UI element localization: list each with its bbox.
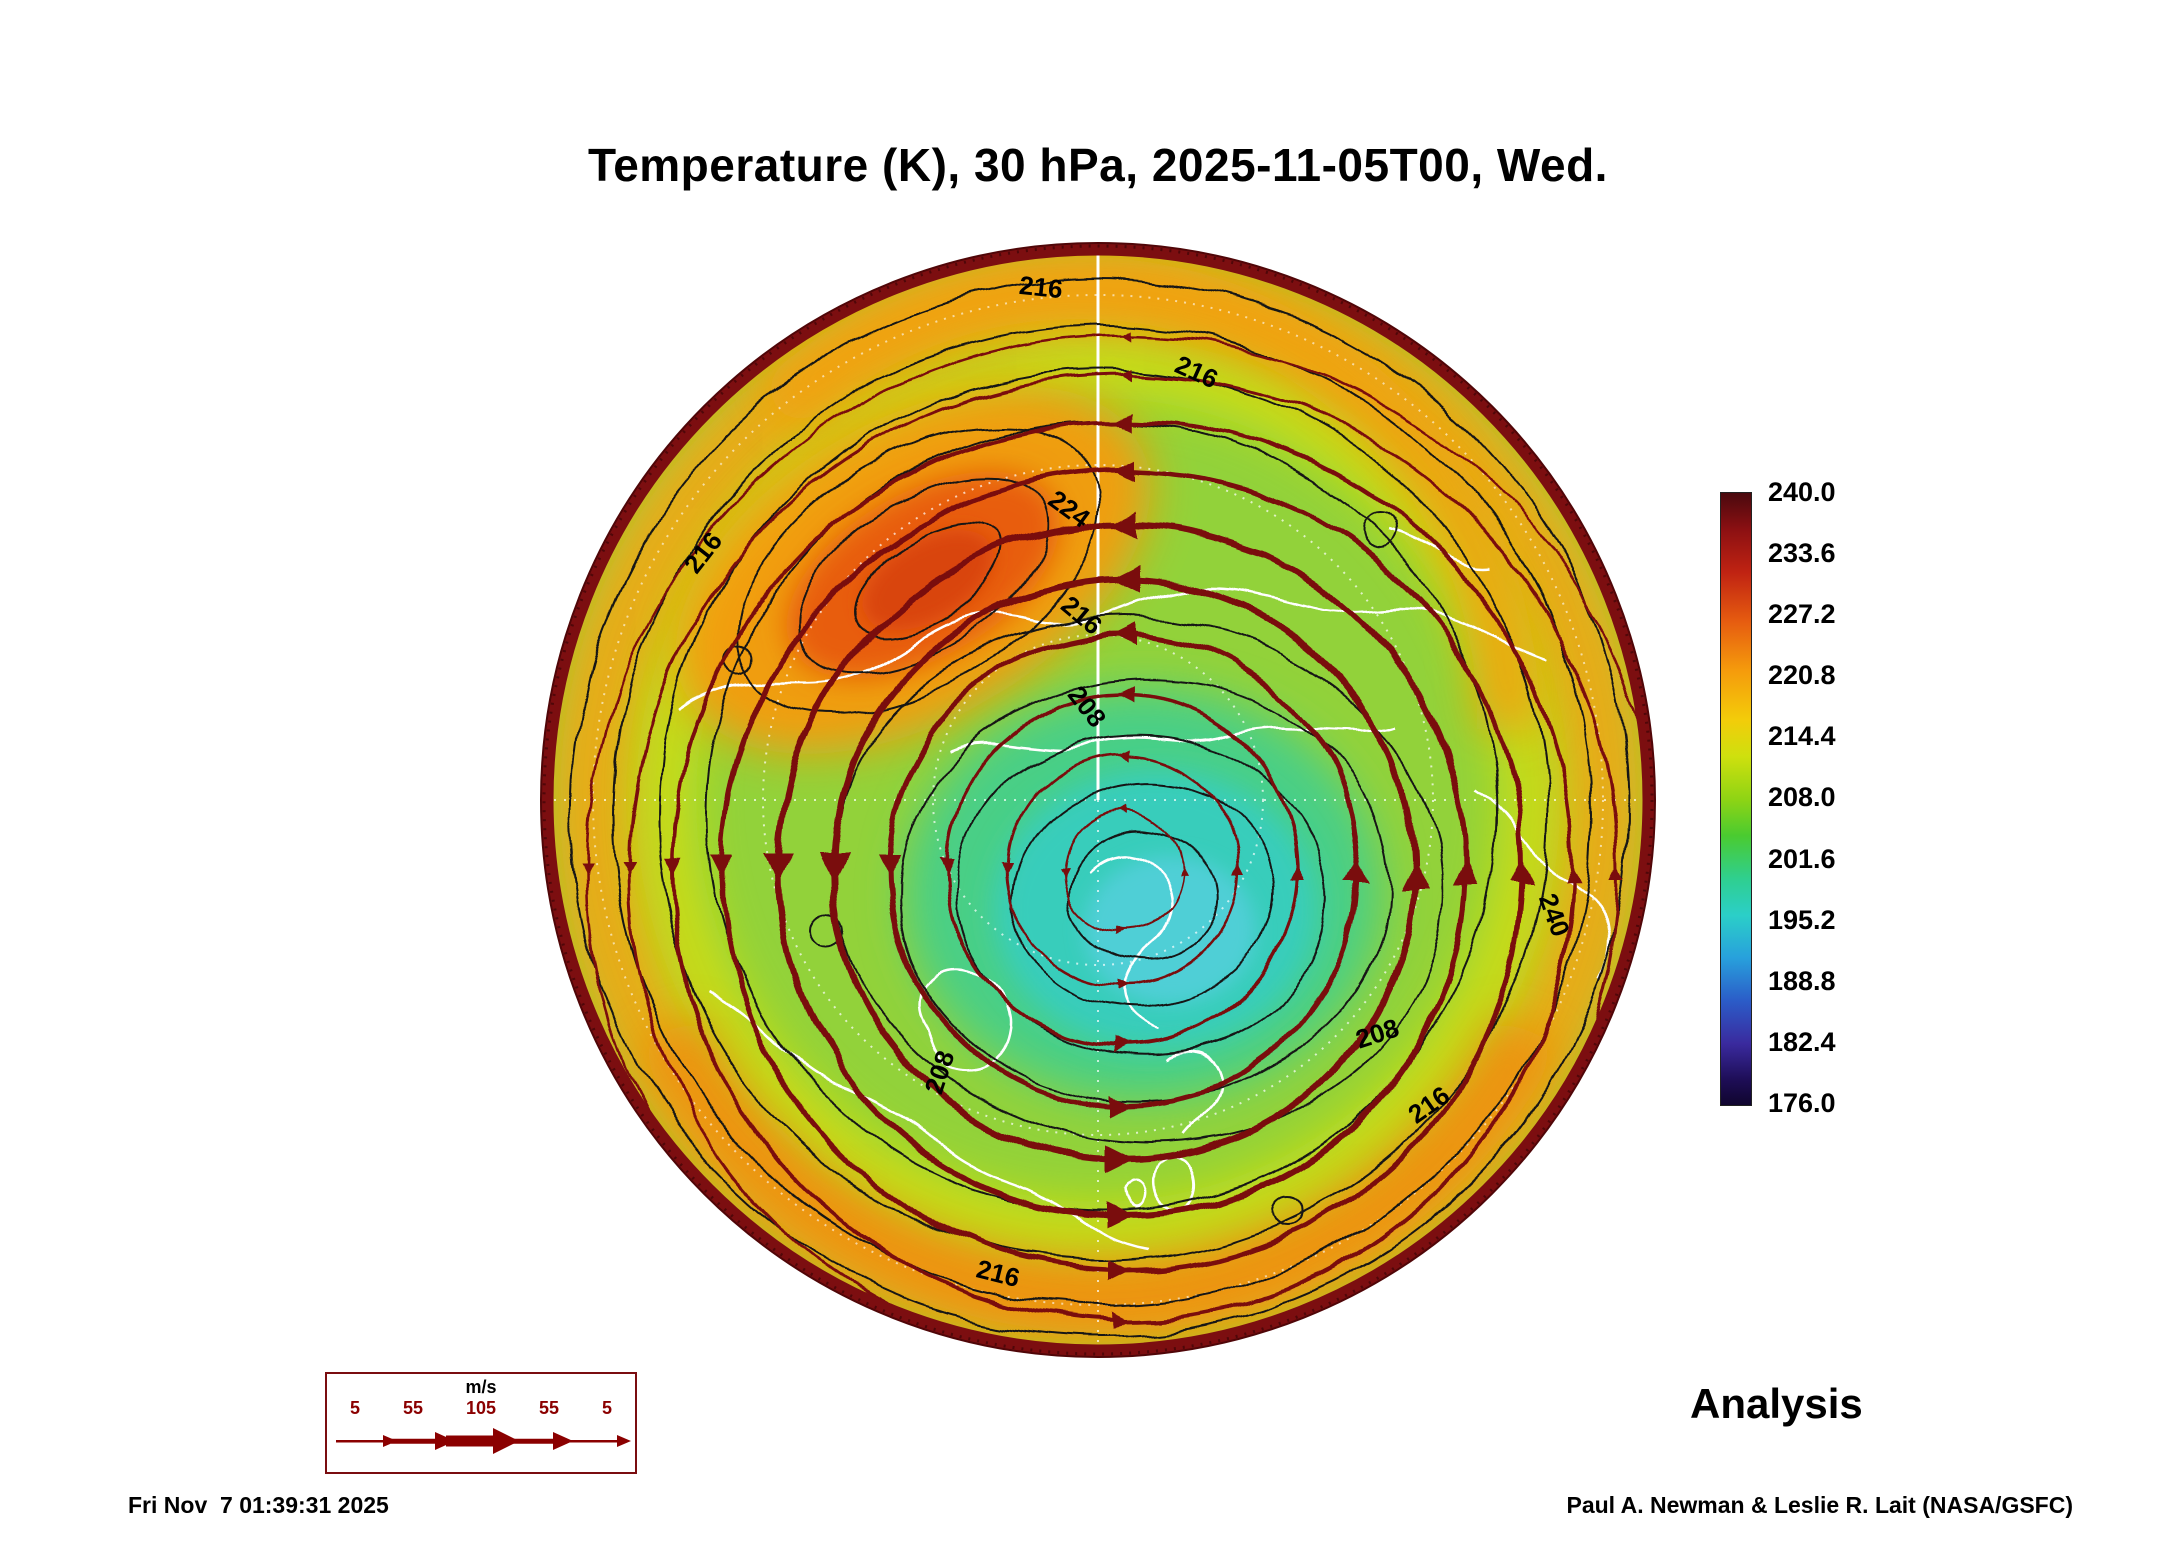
wind-legend-tick: 5 <box>601 1398 612 1418</box>
analysis-label: Analysis <box>1690 1380 1863 1427</box>
wind-legend-tick: 55 <box>538 1398 559 1418</box>
wind-speed-legend: m/s 5 55 105 55 5 <box>325 1372 637 1474</box>
wind-legend-tick: 105 <box>465 1398 496 1418</box>
colorbar-tick-label: 220.8 <box>1768 660 1836 691</box>
polar-map-svg: 216 216 224 216 208 208 208 216 216 216 … <box>540 242 1656 1358</box>
credit: Paul A. Newman & Leslie R. Lait (NASA/GS… <box>1566 1492 2073 1518</box>
colorbar: 240.0 233.6 227.2 220.8 214.4 208.0 201.… <box>1768 479 1836 1117</box>
colorbar-tick-label: 240.0 <box>1768 477 1836 507</box>
colorbar-tick-label: 195.2 <box>1768 904 1836 935</box>
colorbar-tick-label: 227.2 <box>1768 599 1836 630</box>
timestamp: Fri Nov 7 01:39:31 2025 <box>128 1492 389 1518</box>
cold-pool-region <box>905 689 1381 1101</box>
colorbar-gradient <box>1720 492 1752 1106</box>
colorbar-tick-label: 233.6 <box>1768 538 1836 569</box>
colorbar-tick-label: 201.6 <box>1768 843 1836 874</box>
wind-arrow-glyph <box>336 1428 631 1454</box>
colorbar-tick-label: 214.4 <box>1768 721 1836 752</box>
colorbar-tick-label: 182.4 <box>1768 1026 1836 1057</box>
wind-legend-ticks: 5 55 105 55 5 <box>350 1398 612 1419</box>
contour-label: 216 <box>1018 270 1064 304</box>
wind-legend-tick: 5 <box>350 1398 361 1418</box>
figure-title: Temperature (K), 30 hPa, 2025-11-05T00, … <box>588 139 1608 191</box>
colorbar-tick-label: 208.0 <box>1768 782 1836 813</box>
wind-legend-tick: 55 <box>402 1398 423 1418</box>
colorbar-tick-label: 188.8 <box>1768 965 1836 996</box>
map-rim <box>540 242 1656 1358</box>
colorbar-tick-label: 176.0 <box>1768 1087 1836 1118</box>
polar-map: 216 216 224 216 208 208 208 216 216 216 … <box>528 230 1668 1370</box>
wind-legend-units-label: m/s <box>465 1377 497 1397</box>
